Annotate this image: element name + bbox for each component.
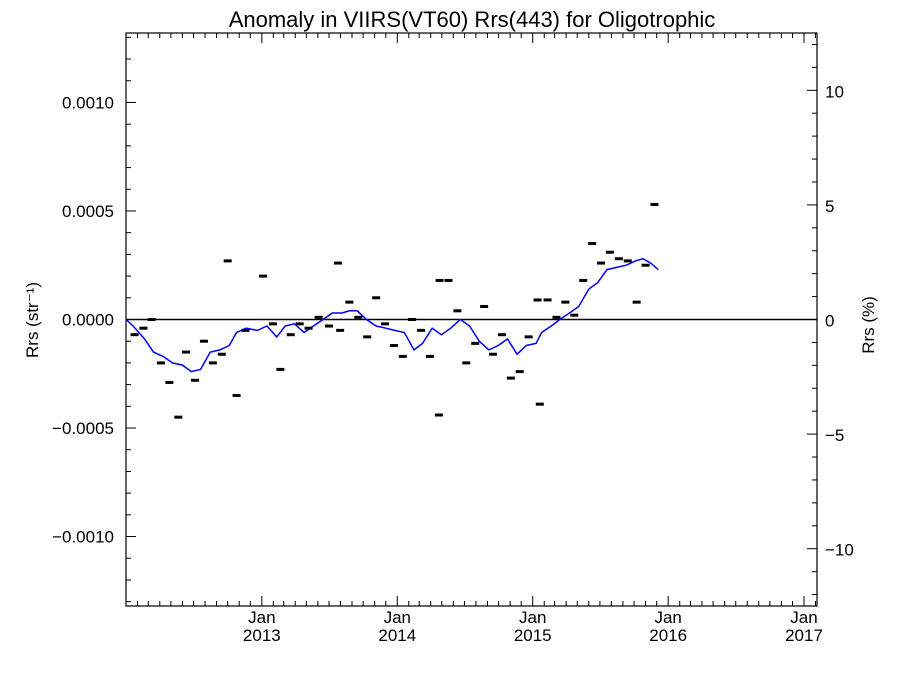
y-right-tick-label: 0 — [825, 312, 834, 331]
right-y-axis: 10 5 0 −5 −10 — [807, 43, 854, 596]
data-point — [425, 354, 434, 358]
y-right-tick-label: 5 — [825, 197, 834, 216]
data-point — [543, 298, 552, 302]
x-tick-label-month: Jan — [384, 608, 411, 627]
y-right-tick-label: −10 — [825, 541, 854, 560]
y-axis-label-left: Rrs (str⁻¹) — [23, 282, 42, 358]
data-point — [453, 309, 462, 313]
series-trend-line — [125, 257, 659, 373]
data-point — [570, 313, 579, 317]
data-point — [182, 350, 191, 354]
data-point — [533, 298, 542, 302]
data-point — [632, 300, 641, 304]
data-point — [139, 326, 148, 330]
y-left-tick-label: 0.0010 — [62, 93, 114, 112]
data-point — [462, 361, 471, 365]
y-left-tick-label: −0.0010 — [52, 528, 114, 547]
data-point — [241, 328, 250, 332]
data-point — [314, 315, 323, 319]
y-left-tick-label: −0.0005 — [52, 419, 114, 438]
data-point — [208, 361, 217, 365]
data-point — [535, 402, 544, 406]
data-point — [398, 354, 407, 358]
data-point — [174, 415, 183, 419]
data-point — [223, 259, 232, 263]
data-point — [324, 324, 333, 328]
y-left-tick-label: 0.0000 — [62, 311, 114, 330]
x-tick-label-month: Jan — [790, 608, 817, 627]
data-point — [389, 344, 398, 348]
data-point — [417, 328, 426, 332]
x-tick-label-year: 2016 — [649, 626, 687, 645]
data-point — [276, 367, 285, 371]
data-point — [199, 339, 208, 343]
data-point — [480, 304, 489, 308]
data-point — [217, 352, 226, 356]
data-point — [363, 335, 372, 339]
data-point — [408, 318, 417, 321]
data-point — [165, 380, 174, 384]
data-point — [641, 263, 650, 267]
x-tick-label-month: Jan — [519, 608, 546, 627]
data-point — [435, 278, 444, 282]
data-point — [191, 378, 200, 382]
data-point — [336, 328, 345, 332]
data-point — [489, 352, 498, 356]
left-y-axis: 0.0010 0.0005 0.0000 −0.0005 −0.0010 — [52, 36, 136, 603]
data-point — [614, 257, 623, 261]
data-point — [471, 341, 480, 345]
data-point — [354, 315, 363, 319]
x-tick-label-year: 2017 — [785, 626, 823, 645]
data-point — [372, 296, 381, 300]
data-point — [258, 274, 267, 278]
data-point — [232, 393, 241, 397]
x-tick-label-year: 2014 — [378, 626, 416, 645]
y-left-tick-label: 0.0005 — [62, 202, 114, 221]
y-axis-label-right: Rrs (%) — [859, 296, 878, 354]
x-tick-label-month: Jan — [654, 608, 681, 627]
data-point — [650, 202, 659, 206]
data-point — [147, 318, 156, 321]
data-point — [524, 335, 533, 339]
data-point — [552, 315, 561, 319]
y-right-tick-label: −5 — [825, 426, 844, 445]
data-point — [381, 322, 390, 326]
data-point — [304, 326, 313, 330]
data-point — [434, 413, 443, 417]
data-point — [130, 333, 139, 337]
data-point — [268, 322, 277, 326]
data-point — [295, 322, 304, 326]
x-tick-label-month: Jan — [248, 608, 275, 627]
data-point — [579, 278, 588, 282]
data-point — [506, 376, 515, 380]
x-tick-label-year: 2015 — [514, 626, 552, 645]
data-point — [156, 361, 165, 365]
data-point — [597, 261, 606, 265]
data-point — [333, 261, 342, 265]
data-point — [605, 250, 614, 254]
data-point — [444, 278, 453, 282]
data-point — [623, 259, 632, 263]
data-point — [515, 370, 524, 374]
data-point — [497, 333, 506, 337]
chart-title: Anomaly in VIIRS(VT60) Rrs(443) for Olig… — [229, 7, 716, 32]
data-point — [561, 300, 570, 304]
data-point — [345, 300, 354, 304]
x-tick-label-year: 2013 — [243, 626, 281, 645]
series-points — [130, 202, 659, 419]
data-point — [286, 333, 295, 337]
y-right-tick-label: 10 — [825, 82, 844, 101]
data-point — [588, 242, 597, 246]
